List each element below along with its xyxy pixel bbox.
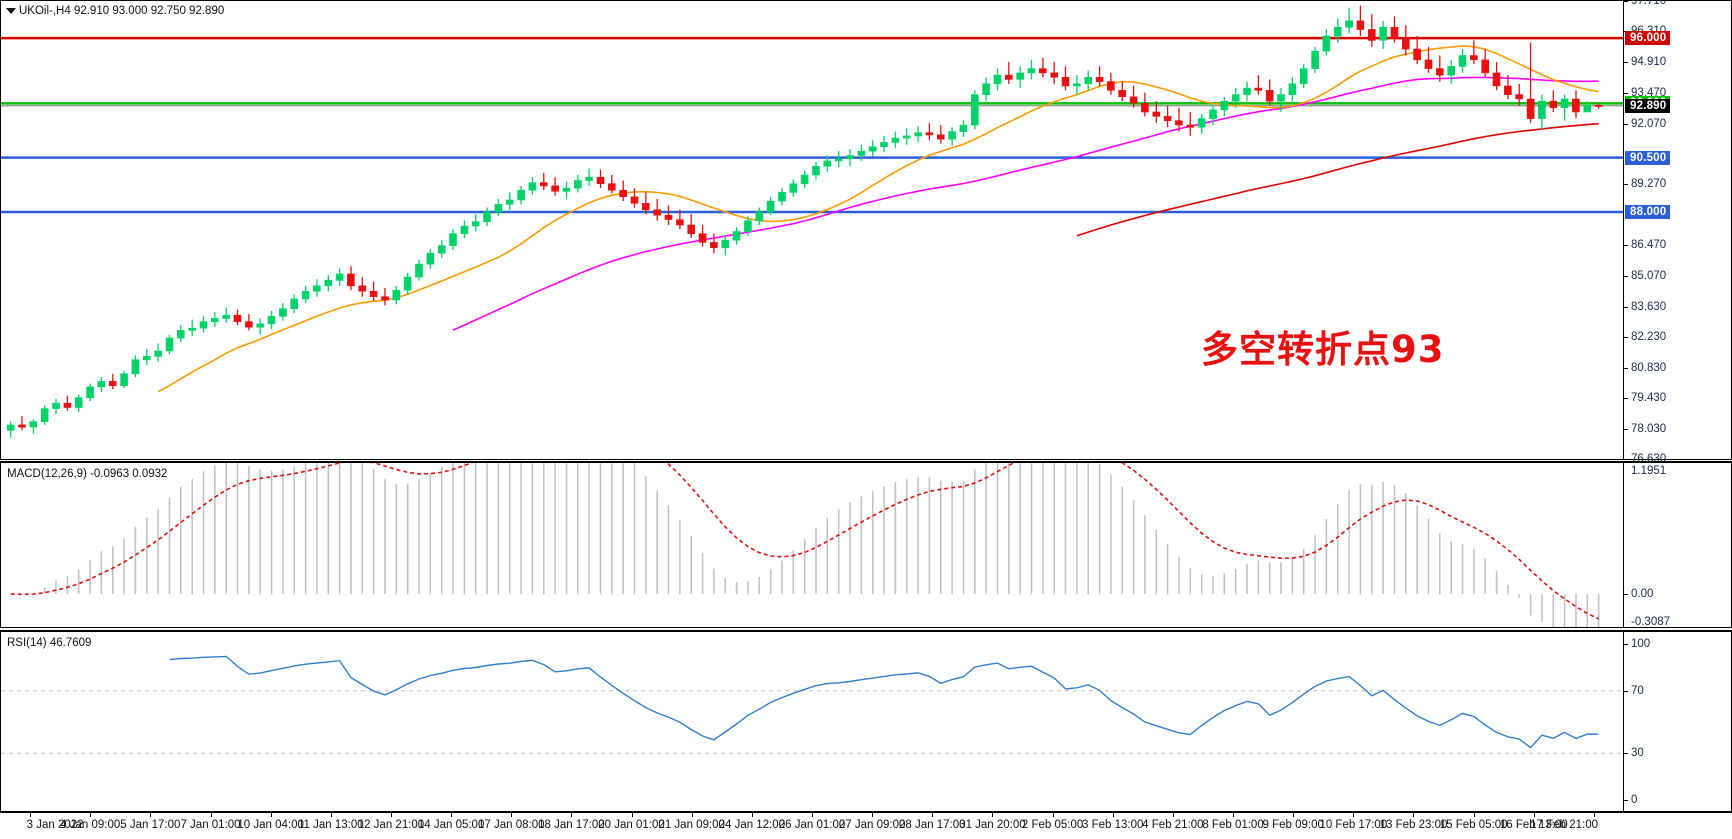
time-axis-label: 8 Feb 01:00 (1202, 819, 1264, 831)
time-axis-label: 4 Jan 09:00 (60, 819, 121, 831)
time-axis-tick (932, 813, 934, 817)
time-axis-tick (872, 813, 874, 817)
price-plot-area[interactable] (1, 1, 1623, 459)
price-axis-tick: 82.230 (1624, 331, 1666, 343)
time-axis-tick (330, 813, 332, 817)
price-axis-tick: 86.470 (1624, 239, 1666, 251)
macd-axis-tick: 1.1951 (1631, 465, 1667, 477)
time-axis-tick (1293, 813, 1295, 817)
macd-plot-area[interactable] (1, 463, 1623, 627)
price-axis[interactable]: 97.71096.31094.91093.47092.07089.27086.4… (1623, 0, 1731, 465)
time-axis-tick (1593, 813, 1595, 817)
price-axis-tick: 94.910 (1624, 56, 1666, 68)
time-axis-tick (1473, 813, 1475, 817)
time-axis-label: 11 Jan 13:00 (297, 819, 364, 831)
macd-indicator-label: MACD(12,26,9) -0.0963 0.0932 (7, 468, 168, 480)
time-axis-label: 12 Jan 21:00 (357, 819, 425, 831)
time-axis-label: 20 Jan 01:00 (598, 819, 665, 831)
rsi-axis-tick: 100 (1624, 638, 1650, 650)
time-axis-label: 31 Jan 20:00 (959, 819, 1026, 831)
time-axis-tick (992, 813, 994, 817)
time-axis-tick (210, 813, 212, 817)
time-axis-label: 24 Jan 12:00 (718, 819, 786, 831)
price-axis-tick: 85.070 (1624, 270, 1666, 282)
rsi-axis-tick: 70 (1624, 685, 1644, 697)
macd-axis-tick: 0.00 (1624, 588, 1653, 600)
time-axis-tick (511, 813, 513, 817)
time-axis-label: 21 Jan 09:00 (658, 819, 725, 831)
time-axis-tick (150, 813, 152, 817)
chart-annotation-text: 多空转折点93 (1201, 328, 1445, 371)
price-level-badge[interactable]: 96.000 (1625, 31, 1671, 46)
price-axis-tick: 97.710 (1624, 0, 1666, 7)
price-axis-tick: 80.830 (1624, 362, 1666, 374)
time-axis-label: 18 Jan 17:00 (538, 819, 605, 831)
price-axis-tick: 83.630 (1624, 301, 1666, 313)
time-axis-label: 15 Feb 05:00 (1439, 819, 1508, 831)
time-axis-tick (812, 813, 813, 817)
price-axis-tick: 89.270 (1624, 178, 1666, 190)
time-axis-tick (451, 813, 453, 817)
time-axis-label: 3 Feb 13:00 (1082, 819, 1144, 831)
time-axis-label: 10 Jan 04:00 (237, 819, 304, 831)
price-panel: UKOil-,H4 92.910 93.000 92.750 92.890 97… (0, 0, 1732, 465)
time-axis-tick (1413, 813, 1415, 817)
time-axis-label: 13 Feb 23:00 (1379, 819, 1448, 831)
time-axis-label: 28 Jan 17:00 (899, 819, 966, 831)
time-axis-label: 16 Feb 13:00 (1499, 819, 1568, 831)
time-axis-tick (270, 813, 272, 817)
time-axis-label: 9 Feb 09:00 (1262, 819, 1324, 831)
rsi-indicator-label: RSI(14) 46.7609 (7, 637, 92, 649)
time-axis-label: 26 Jan 01:00 (778, 819, 846, 831)
macd-axis-tick: -0.3087 (1631, 616, 1671, 628)
time-axis-tick (691, 813, 693, 817)
rsi-axis: 100 70 30 0 (1623, 632, 1731, 811)
time-axis-tick (1353, 813, 1355, 817)
price-axis-tick: 92.070 (1624, 118, 1666, 130)
time-axis-label: 5 Jan 17:00 (120, 819, 181, 831)
price-axis-tick: 78.030 (1624, 423, 1666, 435)
time-axis-label: 4 Feb 21:00 (1142, 819, 1204, 831)
time-axis-label: 17 Feb 21:00 (1530, 819, 1598, 831)
time-axis-label: 7 Jan 01:00 (180, 819, 241, 831)
price-level-badge[interactable]: 90.500 (1625, 150, 1671, 165)
collapse-chevron-down-icon[interactable] (6, 8, 16, 14)
time-axis-tick (1112, 813, 1114, 817)
rsi-axis-tick: 30 (1624, 747, 1644, 759)
time-axis-tick (390, 813, 392, 817)
time-axis-label: 10 Feb 17:00 (1319, 819, 1388, 831)
time-axis-tick (90, 813, 92, 817)
time-axis-tick (30, 813, 32, 817)
time-axis-tick (631, 813, 633, 817)
time-axis-tick (1172, 813, 1174, 817)
time-axis-label: 2 Feb 05:00 (1021, 819, 1084, 831)
macd-axis: 1.1951 0.00 -0.3087 (1623, 463, 1731, 628)
price-level-badge[interactable]: 88.000 (1625, 204, 1671, 219)
chart-symbol-label: UKOil-,H4 92.910 93.000 92.750 92.890 (19, 5, 225, 17)
time-axis-label: 27 Jan 09:00 (838, 819, 906, 831)
time-axis[interactable]: 3 Jan 2022 4 Jan 09:00 5 Jan 17:00 7 Jan 01… (0, 812, 1732, 839)
price-axis-tick: 93.470 (1624, 87, 1666, 99)
rsi-panel: RSI(14) 46.7609 100 70 30 0 (0, 630, 1732, 812)
time-axis-tick (751, 813, 753, 817)
time-axis-tick (1233, 813, 1235, 817)
price-axis-tick: 79.430 (1624, 392, 1666, 404)
macd-panel: MACD(12,26,9) -0.0963 0.0932 1.1951 0.00 -… (0, 461, 1732, 628)
time-axis-tick (571, 813, 573, 817)
time-axis-label: 14 Jan 05:00 (417, 819, 485, 831)
rsi-axis-tick: 0 (1624, 794, 1637, 806)
price-level-badge[interactable]: 92.890 (1625, 98, 1671, 113)
time-axis-tick (1052, 813, 1054, 817)
time-axis-label: 3 Jan 2022 (26, 819, 84, 831)
time-axis-label: 17 Jan 08:00 (477, 819, 545, 831)
time-axis-tick (1533, 813, 1535, 817)
rsi-plot-area[interactable] (1, 632, 1623, 811)
